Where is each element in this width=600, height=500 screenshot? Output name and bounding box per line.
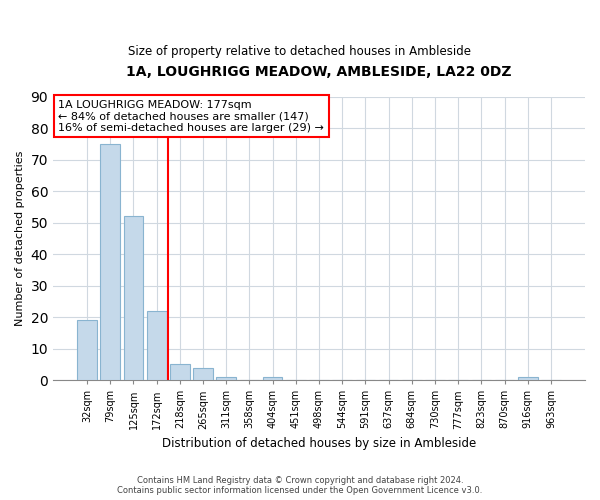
Bar <box>263 377 283 380</box>
Bar <box>217 377 236 380</box>
Text: Size of property relative to detached houses in Ambleside: Size of property relative to detached ho… <box>128 45 472 58</box>
Bar <box>100 144 120 380</box>
Text: 1A LOUGHRIGG MEADOW: 177sqm
← 84% of detached houses are smaller (147)
16% of se: 1A LOUGHRIGG MEADOW: 177sqm ← 84% of det… <box>58 100 324 133</box>
Bar <box>124 216 143 380</box>
Bar <box>170 364 190 380</box>
Bar <box>147 311 167 380</box>
Y-axis label: Number of detached properties: Number of detached properties <box>15 151 25 326</box>
Bar <box>193 368 213 380</box>
Bar <box>518 377 538 380</box>
Bar <box>77 320 97 380</box>
Text: Contains HM Land Registry data © Crown copyright and database right 2024.
Contai: Contains HM Land Registry data © Crown c… <box>118 476 482 495</box>
X-axis label: Distribution of detached houses by size in Ambleside: Distribution of detached houses by size … <box>162 437 476 450</box>
Title: 1A, LOUGHRIGG MEADOW, AMBLESIDE, LA22 0DZ: 1A, LOUGHRIGG MEADOW, AMBLESIDE, LA22 0D… <box>126 65 512 79</box>
